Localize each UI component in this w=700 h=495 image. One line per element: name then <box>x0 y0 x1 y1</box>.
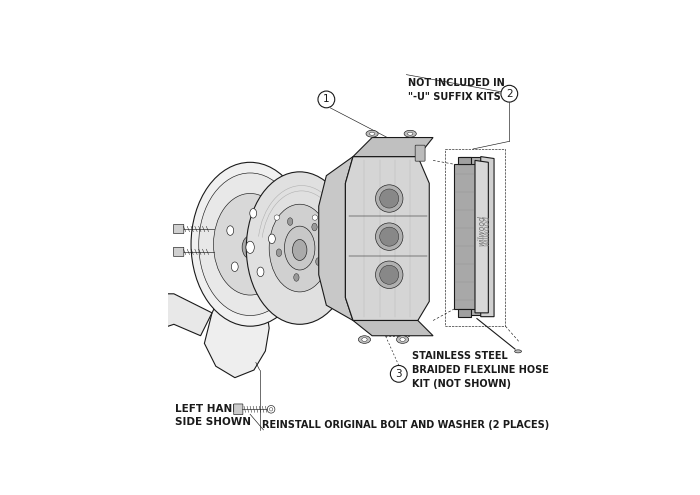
Polygon shape <box>120 282 212 336</box>
Ellipse shape <box>214 194 287 295</box>
Text: STAINLESS STEEL
BRAIDED FLEXLINE HOSE
KIT (NOT SHOWN): STAINLESS STEEL BRAIDED FLEXLINE HOSE KI… <box>412 351 549 389</box>
Polygon shape <box>460 156 481 315</box>
Ellipse shape <box>316 258 321 265</box>
Ellipse shape <box>250 208 257 218</box>
Text: wilwood: wilwood <box>483 215 491 247</box>
Polygon shape <box>345 156 429 320</box>
Ellipse shape <box>269 234 275 244</box>
Ellipse shape <box>366 130 378 137</box>
Ellipse shape <box>242 236 258 259</box>
Circle shape <box>501 85 518 102</box>
Ellipse shape <box>375 261 403 289</box>
Ellipse shape <box>293 240 307 260</box>
Ellipse shape <box>231 262 238 271</box>
Ellipse shape <box>257 267 264 277</box>
Circle shape <box>312 215 318 220</box>
Polygon shape <box>481 156 494 317</box>
Ellipse shape <box>407 132 413 135</box>
Circle shape <box>122 297 139 314</box>
Ellipse shape <box>375 185 403 212</box>
Text: wilwood: wilwood <box>477 215 486 247</box>
Ellipse shape <box>404 130 416 137</box>
Ellipse shape <box>191 162 309 326</box>
FancyBboxPatch shape <box>174 224 184 234</box>
Ellipse shape <box>294 274 299 281</box>
Ellipse shape <box>270 407 273 411</box>
Ellipse shape <box>270 204 330 292</box>
Ellipse shape <box>246 241 254 253</box>
Text: REINSTALL ORIGINAL BOLT AND WASHER (2 PLACES): REINSTALL ORIGINAL BOLT AND WASHER (2 PL… <box>262 420 549 430</box>
Ellipse shape <box>276 249 281 256</box>
Ellipse shape <box>312 223 317 231</box>
FancyBboxPatch shape <box>174 248 184 256</box>
Polygon shape <box>458 156 471 164</box>
Ellipse shape <box>227 226 234 235</box>
Ellipse shape <box>358 336 370 344</box>
Polygon shape <box>475 160 489 313</box>
Polygon shape <box>353 320 433 336</box>
Polygon shape <box>254 198 326 259</box>
Ellipse shape <box>514 350 522 353</box>
Text: 1: 1 <box>323 95 330 104</box>
Ellipse shape <box>199 173 302 315</box>
Ellipse shape <box>375 223 403 250</box>
Ellipse shape <box>370 132 374 135</box>
Ellipse shape <box>379 227 399 246</box>
Circle shape <box>271 212 283 223</box>
Circle shape <box>391 365 407 382</box>
Polygon shape <box>353 138 433 156</box>
Circle shape <box>274 215 279 220</box>
Text: 3: 3 <box>395 369 402 379</box>
Ellipse shape <box>267 405 275 413</box>
FancyBboxPatch shape <box>415 145 425 161</box>
Polygon shape <box>318 156 353 320</box>
Circle shape <box>126 301 134 309</box>
Ellipse shape <box>362 338 367 342</box>
Ellipse shape <box>246 172 353 324</box>
FancyBboxPatch shape <box>234 404 243 415</box>
Ellipse shape <box>379 189 399 208</box>
Circle shape <box>309 212 321 223</box>
Polygon shape <box>458 309 471 317</box>
Polygon shape <box>454 164 475 309</box>
Text: LEFT HAND
SIDE SHOWN: LEFT HAND SIDE SHOWN <box>175 404 251 427</box>
Circle shape <box>318 91 335 108</box>
Ellipse shape <box>379 265 399 284</box>
Ellipse shape <box>284 226 315 270</box>
Ellipse shape <box>400 338 405 342</box>
Polygon shape <box>204 275 270 378</box>
Ellipse shape <box>288 218 293 225</box>
Text: 2: 2 <box>506 89 512 99</box>
Ellipse shape <box>396 336 409 344</box>
Text: NOT INCLUDED IN
"-U" SUFFIX KITS: NOT INCLUDED IN "-U" SUFFIX KITS <box>408 78 505 101</box>
